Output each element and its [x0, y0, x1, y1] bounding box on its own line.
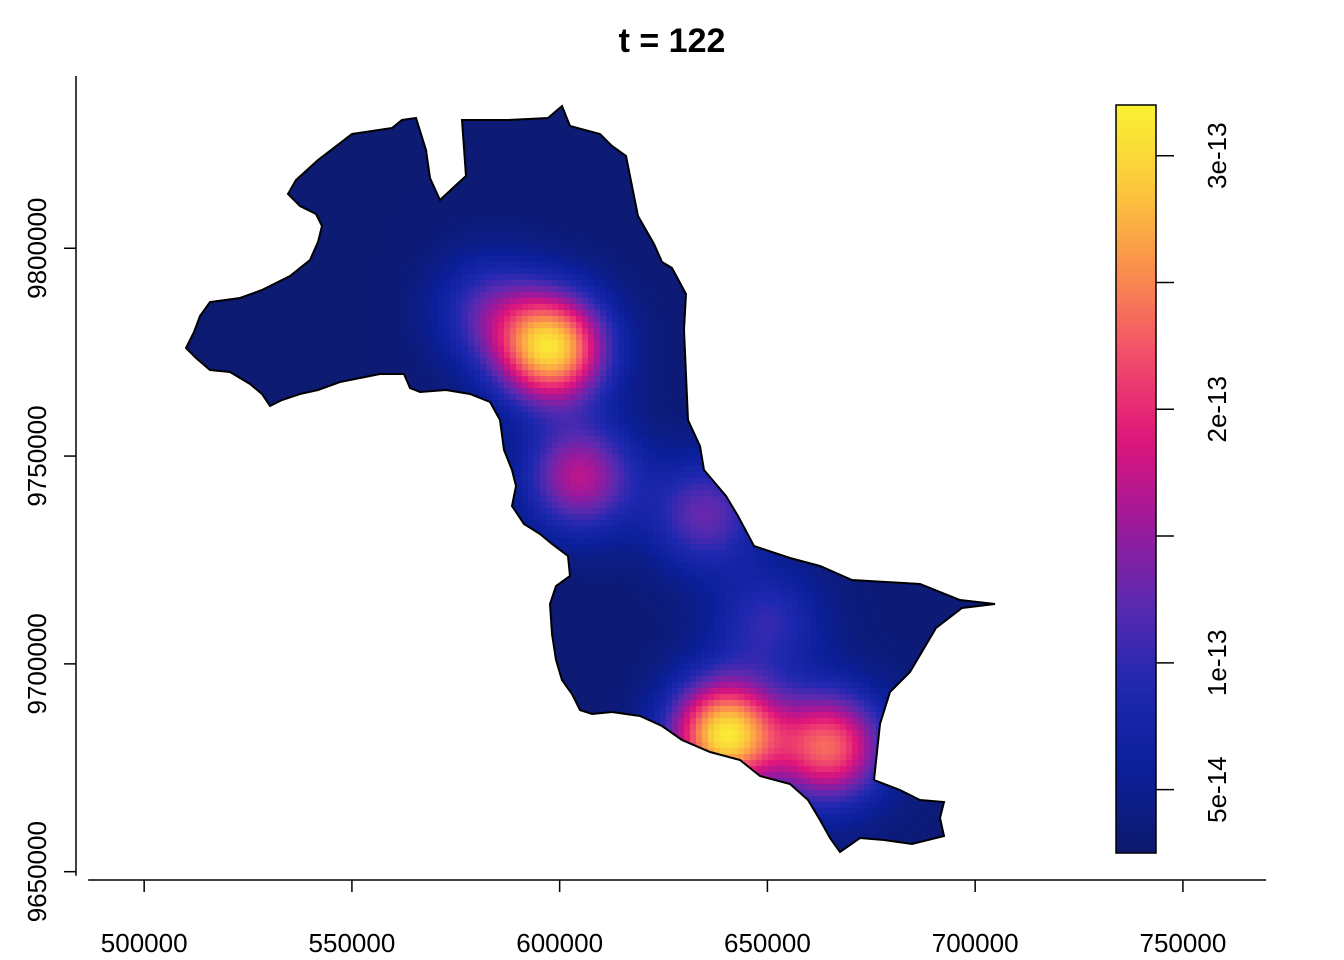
x-tick-label: 500000 — [101, 928, 188, 958]
colorbar-tick-label: 2e-13 — [1202, 376, 1232, 443]
chart-title: t = 122 — [619, 22, 726, 60]
heatmap-raster — [180, 100, 1003, 863]
colorbar-tick-label: 1e-13 — [1202, 630, 1232, 697]
map-layer — [180, 100, 1003, 863]
x-tick-label: 550000 — [309, 928, 396, 958]
y-axis: 9650000 9700000 9750000 9800000 — [22, 76, 76, 922]
x-tick-label: 700000 — [932, 928, 1019, 958]
colorbar-tick-label: 3e-13 — [1202, 122, 1232, 189]
x-tick-label: 750000 — [1140, 928, 1227, 958]
y-tick-label: 9700000 — [22, 613, 52, 714]
colorbar-legend: 5e-14 1e-13 2e-13 3e-13 — [1116, 105, 1232, 853]
colorbar-tick-label: 5e-14 — [1202, 756, 1232, 823]
y-tick-label: 9800000 — [22, 198, 52, 299]
x-tick-label: 600000 — [516, 928, 603, 958]
y-tick-label: 9750000 — [22, 405, 52, 506]
x-tick-label: 650000 — [724, 928, 811, 958]
y-tick-label: 9650000 — [22, 821, 52, 922]
colorbar-gradient — [1116, 105, 1156, 853]
x-axis: 500000 550000 600000 650000 700000 750000 — [88, 880, 1266, 958]
